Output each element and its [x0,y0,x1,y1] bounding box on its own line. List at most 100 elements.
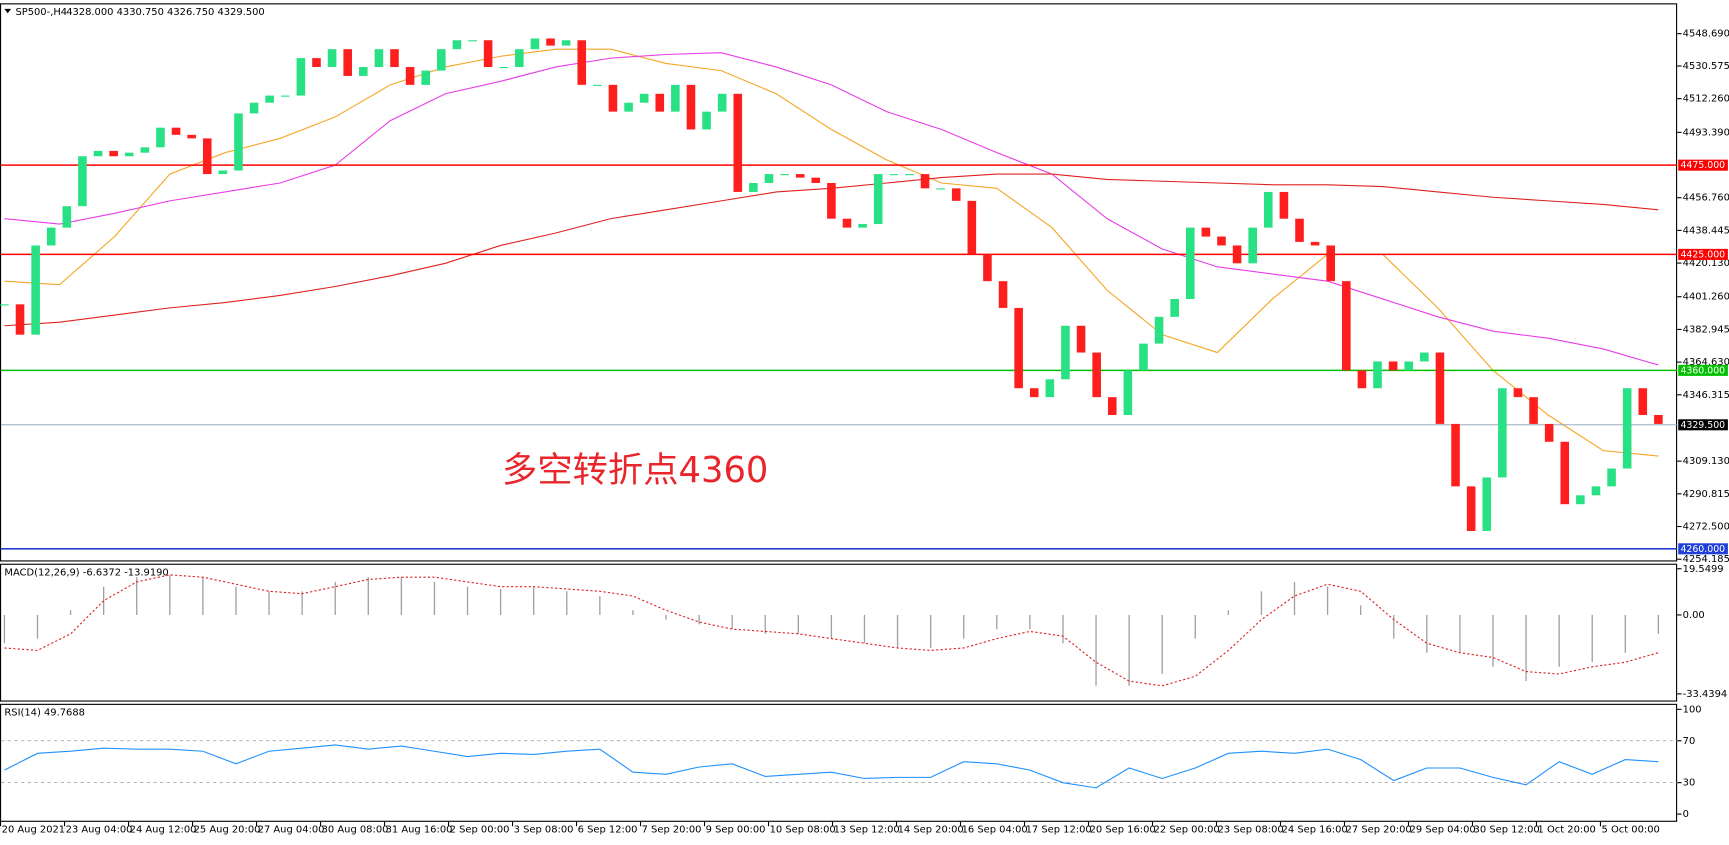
y-tick-label: 4456.760 [1683,193,1729,204]
candle [1264,191,1273,228]
candle [983,254,992,282]
candle [873,174,883,225]
candle [764,174,774,184]
candle [1045,379,1055,398]
y-tick-label: 4364.630 [1683,357,1729,368]
candle [920,174,930,189]
candle [1622,388,1632,469]
annotation: 多空转折点4360 [502,450,768,491]
candle [124,152,134,157]
y-tick-label: 4438.445 [1683,225,1729,236]
x-tick-label: 16 Sep 04:00 [962,825,1028,836]
candle [156,127,165,148]
y-tick-label: 4382.945 [1683,324,1729,335]
x-tick-label: 30 Aug 08:00 [322,825,389,836]
candle [1232,245,1242,264]
candle [1076,325,1086,353]
candle [78,156,87,207]
x-tick-label: 2 Sep 00:00 [450,825,510,836]
candle [202,138,212,175]
candle [889,174,899,176]
y-tick-label: 0.00 [1683,610,1705,621]
macd-label: MACD(12,26,9) -6.6372 -13.9190 [4,568,168,579]
candle [1185,227,1195,299]
candle [905,174,914,176]
x-tick-label: 17 Sep 12:00 [1026,825,1092,836]
candle [46,227,56,246]
level-label-box [1678,543,1728,555]
candle [951,188,961,201]
candle [359,67,368,76]
x-tick-label: 3 Sep 08:00 [514,825,574,836]
moving-average [4,52,1659,366]
candle [639,93,649,103]
y-tick-label: 30 [1683,778,1696,789]
y-tick-label: 19.5499 [1683,564,1724,575]
symbol: SP500-,H4 [15,7,67,18]
y-tick-label: 4254.185 [1683,554,1729,565]
level-label: 4425.000 [1680,249,1725,260]
ohlc: 4328.000 4330.750 4326.750 4329.500 [66,7,265,18]
level-label-box [1678,248,1728,260]
candle [811,177,821,184]
candle [1123,370,1133,415]
candle [187,134,196,139]
candle [530,38,540,50]
x-tick-label: 13 Sep 12:00 [834,825,900,836]
x-tick-label: 20 Aug 2021 [2,825,65,836]
y-tick-label: 4401.260 [1683,292,1729,303]
candle [171,127,181,135]
y-tick-label: 4530.575 [1683,61,1729,72]
x-tick-label: 23 Aug 04:00 [66,825,133,836]
candle [1342,281,1351,371]
level-label-box [1678,364,1728,376]
candle [561,40,571,46]
x-tick-label: 27 Sep 20:00 [1346,825,1412,836]
candle [1638,388,1648,415]
x-tick-label: 9 Sep 00:00 [706,825,766,836]
candle [265,95,274,103]
x-tick-label: 22 Sep 00:00 [1154,825,1220,836]
candle [1357,370,1367,389]
x-tick-label: 1 Oct 20:00 [1538,825,1596,836]
candle [1591,486,1601,496]
candle [842,218,852,228]
candle [280,95,290,97]
y-tick-label: 4346.315 [1683,390,1729,401]
candle [593,84,602,86]
candle [686,84,696,130]
candle [671,84,680,112]
candle [1451,423,1460,487]
level-label: 4260.000 [1680,544,1725,555]
candle [390,49,399,68]
candle [93,150,103,157]
level-label-box [1678,419,1728,431]
candle [1404,361,1414,371]
candle [437,49,446,71]
x-tick-label: 25 Aug 20:00 [194,825,261,836]
x-tick-label: 5 Oct 00:00 [1602,825,1660,836]
candle [780,174,789,176]
candle [62,206,72,228]
x-tick-label: 31 Aug 16:00 [386,825,453,836]
candle [249,102,259,114]
candle [499,67,509,69]
candle [1014,307,1023,389]
candle [1420,352,1429,362]
candle [733,93,743,192]
y-tick-label: 4309.130 [1683,456,1729,467]
candle [452,40,462,50]
candle [1498,388,1507,478]
candle [1544,423,1554,442]
x-tick-label: 24 Sep 16:00 [1282,825,1348,836]
candle [1217,236,1226,246]
candle [998,281,1008,308]
candle [1029,388,1039,398]
level-label-box [1678,159,1728,171]
candle [343,49,352,76]
y-tick-label: 4493.390 [1683,127,1729,138]
candle [15,304,25,335]
candle [546,38,555,46]
